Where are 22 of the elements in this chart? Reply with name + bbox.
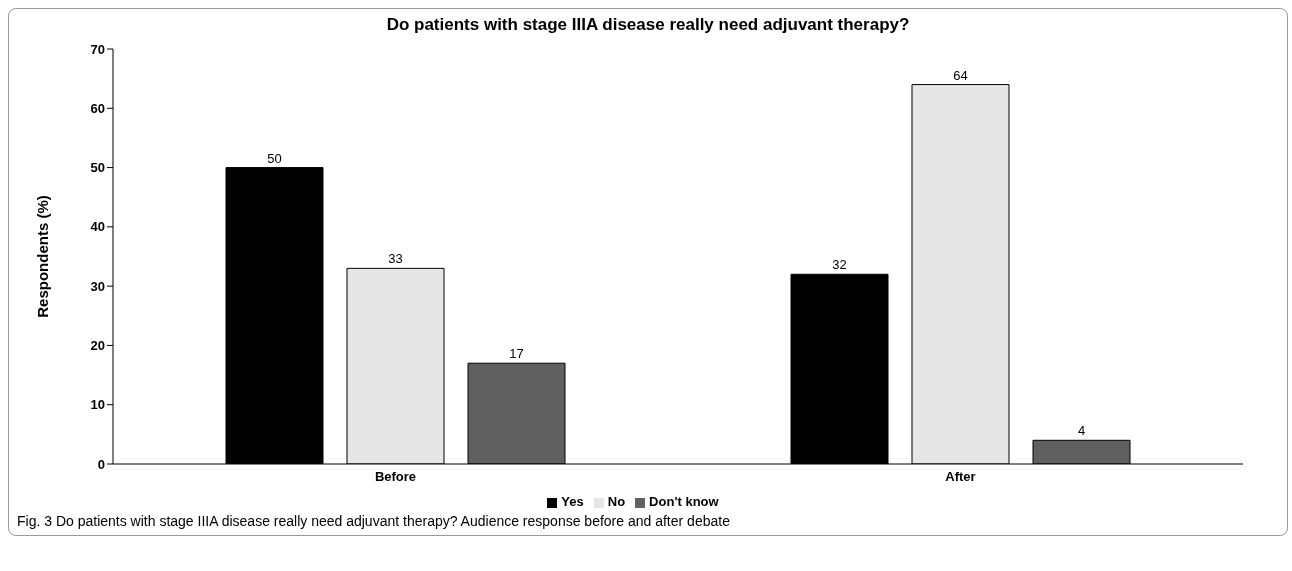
y-tick-label: 10 bbox=[90, 397, 105, 413]
legend-label: Don't know bbox=[649, 494, 719, 509]
x-tick-label: After bbox=[945, 469, 976, 485]
y-tick-label: 30 bbox=[90, 278, 105, 294]
y-tick-label: 0 bbox=[97, 456, 105, 472]
y-tick-label: 70 bbox=[90, 41, 105, 57]
y-tick-label: 50 bbox=[90, 160, 105, 176]
data-label: 50 bbox=[267, 150, 282, 166]
y-tick-label: 40 bbox=[90, 219, 105, 235]
chart-title: Do patients with stage IIIA disease really need adjuvant therapy? bbox=[385, 15, 911, 35]
data-label: 17 bbox=[509, 346, 524, 362]
data-label: 33 bbox=[388, 251, 403, 267]
legend-label: Yes bbox=[561, 494, 584, 509]
y-axis-title: Respondents (%) bbox=[34, 195, 52, 318]
data-label: 32 bbox=[832, 257, 847, 273]
y-tick-label: 60 bbox=[90, 100, 105, 116]
y-tick-label: 20 bbox=[90, 338, 105, 354]
data-label: 64 bbox=[953, 67, 968, 83]
data-label: 4 bbox=[1077, 423, 1086, 439]
caption: Fig. 3 Do patients with stage IIIA disease really need adjuvant therapy? Audience response before and after debate bbox=[16, 513, 731, 529]
legend-label: No bbox=[607, 494, 626, 509]
x-tick-label: Before bbox=[374, 469, 417, 485]
